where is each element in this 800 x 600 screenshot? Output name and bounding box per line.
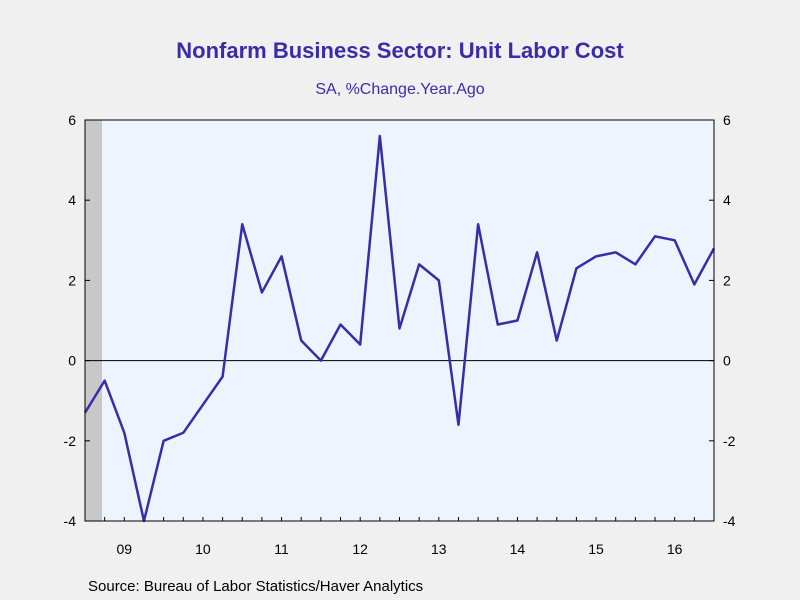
y-tick-label-left: 0 bbox=[68, 353, 76, 369]
data-point bbox=[653, 234, 657, 238]
data-point bbox=[319, 359, 323, 363]
data-point bbox=[299, 339, 303, 343]
data-point bbox=[692, 282, 696, 286]
data-point bbox=[378, 134, 382, 138]
data-point bbox=[476, 222, 480, 226]
y-tick-label-left: 6 bbox=[68, 112, 76, 128]
y-tick-label-left: -4 bbox=[64, 513, 77, 529]
plot-frame bbox=[84, 119, 715, 522]
data-point bbox=[162, 439, 166, 443]
x-tick-label: 13 bbox=[431, 541, 447, 557]
data-point bbox=[240, 222, 244, 226]
data-point bbox=[456, 423, 460, 427]
x-tick-label: 15 bbox=[588, 541, 604, 557]
data-point bbox=[417, 262, 421, 266]
data-point bbox=[260, 290, 264, 294]
data-point bbox=[358, 343, 362, 347]
data-point bbox=[201, 403, 205, 407]
data-point bbox=[103, 379, 107, 383]
series-line bbox=[83, 134, 716, 523]
data-point bbox=[280, 254, 284, 258]
y-tick-label-right: 0 bbox=[723, 353, 731, 369]
data-point bbox=[437, 278, 441, 282]
chart-subtitle: SA, %Change.Year.Ago bbox=[315, 81, 485, 98]
y-tick-label-right: -4 bbox=[723, 513, 736, 529]
y-tick-label-left: 4 bbox=[68, 192, 76, 208]
y-tick-label-left: 2 bbox=[68, 272, 76, 288]
x-tick-label: 09 bbox=[117, 541, 133, 557]
y-tick-label-right: 2 bbox=[723, 272, 731, 288]
y-tick-label-right: -2 bbox=[723, 433, 736, 449]
y-tick-label-left: -2 bbox=[64, 433, 77, 449]
source-note: Source: Bureau of Labor Statistics/Haver… bbox=[88, 578, 424, 595]
data-point bbox=[122, 431, 126, 435]
data-point bbox=[515, 319, 519, 323]
data-point bbox=[673, 238, 677, 242]
x-tick-label: 10 bbox=[195, 541, 211, 557]
data-point bbox=[633, 262, 637, 266]
data-point bbox=[594, 254, 598, 258]
data-point bbox=[339, 323, 343, 327]
y-tick-label-right: 4 bbox=[723, 192, 731, 208]
x-tick-label: 12 bbox=[352, 541, 368, 557]
data-point bbox=[398, 327, 402, 331]
data-point bbox=[535, 250, 539, 254]
data-point bbox=[181, 431, 185, 435]
data-point bbox=[614, 250, 618, 254]
recession-shading bbox=[85, 120, 102, 521]
data-point bbox=[496, 323, 500, 327]
data-point bbox=[221, 375, 225, 379]
data-point bbox=[555, 339, 559, 343]
chart-title: Nonfarm Business Sector: Unit Labor Cost bbox=[176, 38, 624, 63]
x-tick-label: 14 bbox=[510, 541, 526, 557]
x-tick-label: 16 bbox=[667, 541, 683, 557]
y-tick-label-right: 6 bbox=[723, 112, 731, 128]
x-tick-label: 11 bbox=[274, 541, 289, 557]
data-point bbox=[574, 266, 578, 270]
